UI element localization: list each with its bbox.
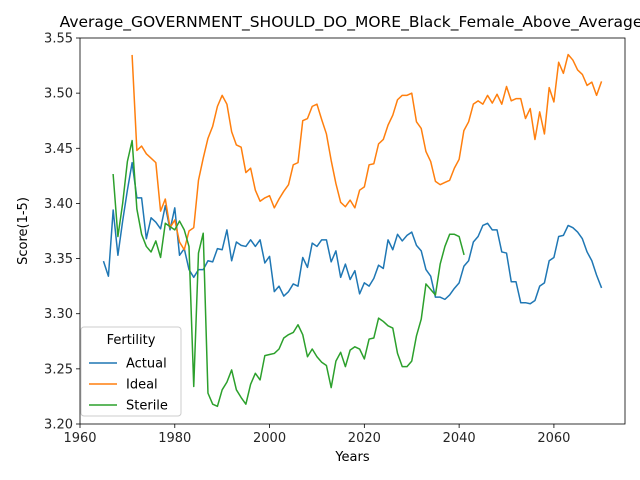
- y-tick-label: 3.20: [44, 418, 73, 433]
- plot-frame: [79, 37, 626, 425]
- series-line-sterile: [112, 139, 465, 408]
- series-layer: [102, 53, 603, 408]
- x-tick-label: 1960: [63, 431, 96, 446]
- y-tick-label: 3.45: [44, 142, 73, 157]
- y-tick-label: 3.40: [44, 197, 73, 212]
- series-line-actual: [102, 161, 603, 305]
- y-axis-label: Score(1-5): [16, 197, 31, 265]
- legend-title: Fertility: [107, 333, 156, 348]
- legend-items: Actual Ideal Sterile: [89, 357, 168, 414]
- legend-label-sterile: Sterile: [126, 399, 168, 414]
- y-tick-label: 3.30: [44, 307, 73, 322]
- y-tick-label: 3.35: [44, 252, 73, 267]
- x-tick-label: 1980: [158, 431, 191, 446]
- legend: Fertility Actual Ideal Sterile: [80, 326, 182, 417]
- x-tick-label: 2060: [537, 431, 570, 446]
- legend-label-actual: Actual: [126, 357, 167, 372]
- y-tick-label: 3.50: [44, 87, 73, 102]
- x-tick-label: 2020: [348, 431, 381, 446]
- x-tick-label: 2000: [253, 431, 286, 446]
- x-tick-label: 2040: [443, 431, 476, 446]
- legend-box: [80, 326, 182, 417]
- chart-title: Average_GOVERNMENT_SHOULD_DO_MORE_Black_…: [60, 13, 640, 32]
- legend-label-ideal: Ideal: [126, 378, 158, 393]
- x-axis: 1960 1980 2000 2020 2040 2060: [63, 424, 570, 446]
- y-axis: 3.20 3.25 3.30 3.35 3.40 3.45 3.50 3.55: [44, 32, 80, 433]
- series-line-ideal: [131, 53, 603, 251]
- y-tick-label: 3.25: [44, 362, 73, 377]
- y-tick-label: 3.55: [44, 32, 73, 47]
- x-axis-label: Years: [334, 450, 370, 465]
